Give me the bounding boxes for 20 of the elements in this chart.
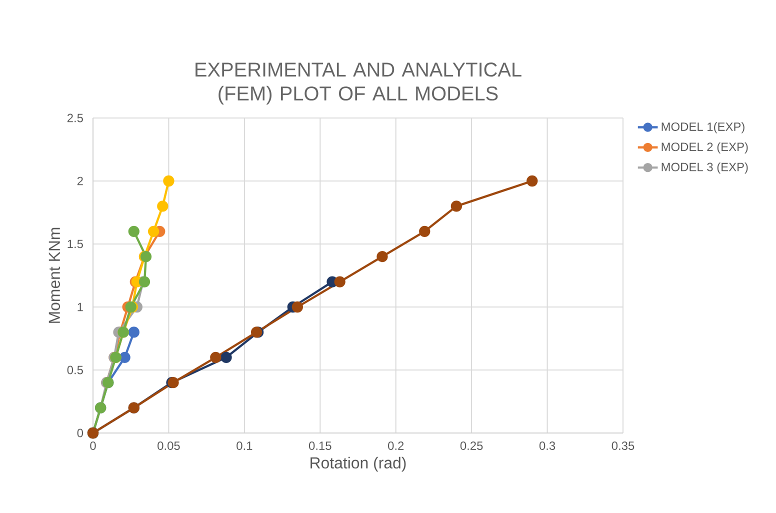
x-tick-label: 0.35	[612, 442, 634, 450]
chart-title: EXPERIMENTAL AND ANALYTICAL (FEM) PLOT OF ALL MODELS	[196, 62, 522, 104]
y-tick-label: 0.5	[67, 366, 83, 374]
legend-label: MODEL 1(EXP)	[662, 122, 744, 134]
x-tick-label: 0.25	[460, 442, 483, 450]
y-tick-label: 1.5	[68, 240, 83, 248]
x-tick-label: 0.3	[539, 442, 556, 450]
y-tick-label: 0	[77, 428, 84, 438]
y-axis-title: Moment KNm	[48, 228, 60, 323]
y-tick-label: 2	[77, 176, 83, 186]
x-tick-label: 0	[90, 442, 96, 450]
x-tick-label: 0.1	[236, 442, 252, 450]
legend-label: MODEL 3 (EXP)	[662, 162, 748, 174]
x-tick-label: 0.2	[388, 442, 404, 450]
x-tick-label: 0.15	[308, 442, 332, 450]
y-tick-label: 2.5	[67, 114, 83, 122]
x-axis-title: Rotation (rad)	[310, 456, 406, 472]
legend-label: MODEL 2 (EXP)	[662, 142, 748, 154]
y-tick-label: 1	[78, 302, 83, 312]
x-tick-label: 0.05	[158, 442, 180, 450]
